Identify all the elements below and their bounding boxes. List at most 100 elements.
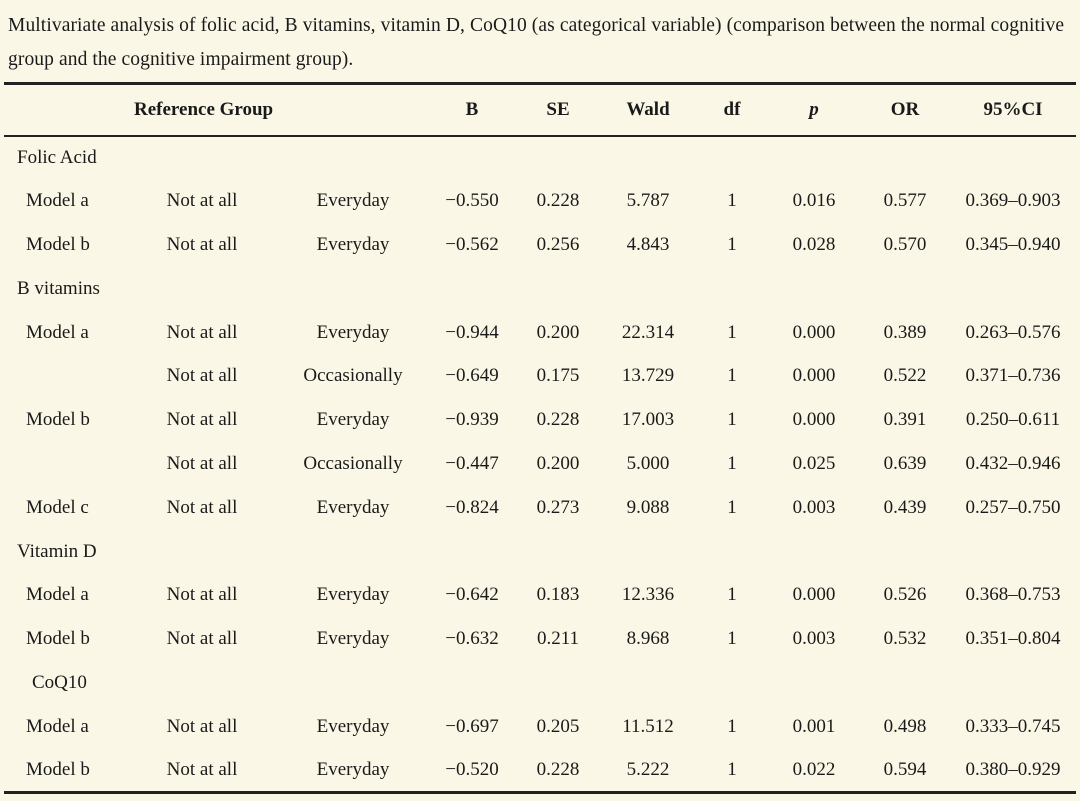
results-table: Reference Group B SE Wald df p OR 95%CI … — [4, 82, 1076, 794]
table-cell: Not at all — [166, 715, 238, 737]
row-label — [4, 354, 126, 398]
table-cell: Everyday — [316, 321, 390, 343]
table-cell: 0.211 — [536, 628, 580, 650]
table-cell: Everyday — [316, 233, 390, 255]
table-cell: 0.183 — [536, 584, 580, 606]
header-se: SE — [546, 98, 570, 120]
table-cell: −0.550 — [445, 190, 499, 212]
table-cell: Occasionally — [303, 365, 403, 387]
table-cell: 4.843 — [626, 233, 670, 255]
table-cell: 0.391 — [883, 409, 927, 431]
table-cell: 0.532 — [883, 628, 927, 650]
table-row: Model b Not at all Everyday −0.520 0.228 5.22… — [4, 749, 1076, 793]
table-row: Not at all Occasionally −0.649 0.175 13.729 1… — [4, 354, 1076, 398]
section-label: Folic Acid — [17, 146, 97, 168]
table-cell: −0.649 — [445, 365, 499, 387]
header-empty — [4, 84, 126, 136]
section-label: CoQ10 — [32, 671, 87, 693]
table-cell: 1 — [727, 409, 737, 431]
table-cell: 0.380–0.929 — [965, 758, 1061, 780]
table-cell: 1 — [727, 452, 737, 474]
table-cell: 0.200 — [536, 321, 580, 343]
table-cell: 0.522 — [883, 365, 927, 387]
table-cell: 9.088 — [626, 496, 670, 518]
table-cell: −0.642 — [445, 584, 499, 606]
row-label: Model b — [26, 409, 90, 431]
row-label: Model b — [26, 233, 90, 255]
table-row: Model c Not at all Everyday −0.824 0.273 9.08… — [4, 486, 1076, 530]
row-label: Model b — [26, 758, 90, 780]
table-row: Model a Not at all Everyday −0.697 0.205 11.5… — [4, 705, 1076, 749]
table-cell: 0.028 — [792, 233, 836, 255]
table-cell: 1 — [727, 758, 737, 780]
table-cell: 13.729 — [621, 365, 675, 387]
table-cell: 0.368–0.753 — [965, 584, 1061, 606]
row-label: Model a — [26, 190, 89, 212]
table-cell: Everyday — [316, 409, 390, 431]
table-cell: Not at all — [166, 584, 238, 606]
table-cell: −0.520 — [445, 758, 499, 780]
table-cell: Not at all — [166, 321, 238, 343]
table-cell: 1 — [727, 584, 737, 606]
table-cell: 0.432–0.946 — [965, 452, 1061, 474]
section-label: Vitamin D — [17, 540, 97, 562]
table-cell: −0.562 — [445, 233, 499, 255]
row-label: Model a — [26, 321, 89, 343]
table-cell: Not at all — [166, 628, 238, 650]
table-cell: −0.447 — [445, 452, 499, 474]
table-cell: 0.439 — [883, 496, 927, 518]
row-label: Model a — [26, 715, 89, 737]
header-wald: Wald — [626, 98, 670, 120]
table-cell: −0.939 — [445, 409, 499, 431]
table-cell: 0.228 — [536, 409, 580, 431]
table-cell: 0.371–0.736 — [965, 365, 1061, 387]
section-row: Folic Acid — [4, 136, 1076, 180]
table-body: Folic Acid Model a Not at all Everyday −0.55… — [4, 136, 1076, 793]
table-cell: 0.263–0.576 — [965, 321, 1061, 343]
table-cell: Everyday — [316, 496, 390, 518]
table-cell: 0.257–0.750 — [965, 496, 1061, 518]
table-cell: Everyday — [316, 715, 390, 737]
table-cell: 0.526 — [883, 584, 927, 606]
table-row: Model b Not at all Everyday −0.562 0.256 4.84… — [4, 223, 1076, 267]
table-cell: 0.228 — [536, 758, 580, 780]
header-or: OR — [890, 98, 920, 120]
table-cell: 0.003 — [792, 496, 836, 518]
table-cell: 0.205 — [536, 715, 580, 737]
table-cell: −0.944 — [445, 321, 499, 343]
table-cell: 5.787 — [626, 190, 670, 212]
table-cell: 0.001 — [792, 715, 836, 737]
table-cell: 0.003 — [792, 628, 836, 650]
table-cell: 0.000 — [792, 409, 836, 431]
row-label: Model a — [26, 584, 89, 606]
table-cell: 0.200 — [536, 452, 580, 474]
table-cell: 0.000 — [792, 365, 836, 387]
table-caption: Multivariate analysis of folic acid, B v… — [8, 15, 1065, 70]
table-cell: Not at all — [166, 758, 238, 780]
table-cell: 22.314 — [621, 321, 675, 343]
section-label: B vitamins — [17, 277, 100, 299]
table-row: Model b Not at all Everyday −0.632 0.211 8.96… — [4, 617, 1076, 661]
row-label — [4, 442, 126, 486]
header-b: B — [465, 98, 479, 120]
table-cell: 17.003 — [621, 409, 675, 431]
table-cell: −0.632 — [445, 628, 499, 650]
table-row: Model a Not at all Everyday −0.944 0.200 22.3… — [4, 311, 1076, 355]
table-cell: Not at all — [166, 233, 238, 255]
row-label: Model b — [26, 628, 90, 650]
table-cell: 0.256 — [536, 233, 580, 255]
table-cell: −0.824 — [445, 496, 499, 518]
table-cell: 0.594 — [883, 758, 927, 780]
table-row: Not at all Occasionally −0.447 0.200 5.000 1 0… — [4, 442, 1076, 486]
table-row: Model b Not at all Everyday −0.939 0.228 17.0… — [4, 398, 1076, 442]
table-cell: 0.369–0.903 — [965, 190, 1061, 212]
table-cell: 0.000 — [792, 584, 836, 606]
table-cell: 1 — [727, 190, 737, 212]
table-cell: −0.697 — [445, 715, 499, 737]
table-cell: 0.175 — [536, 365, 580, 387]
table-cell: 1 — [727, 715, 737, 737]
table-cell: 0.273 — [536, 496, 580, 518]
header-p: p — [809, 98, 819, 120]
table-cell: 0.000 — [792, 321, 836, 343]
table-cell: 0.498 — [883, 715, 927, 737]
